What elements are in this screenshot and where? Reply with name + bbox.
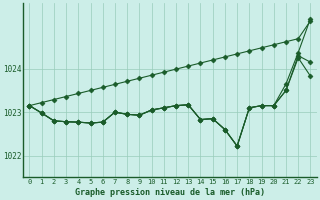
X-axis label: Graphe pression niveau de la mer (hPa): Graphe pression niveau de la mer (hPa): [75, 188, 265, 197]
